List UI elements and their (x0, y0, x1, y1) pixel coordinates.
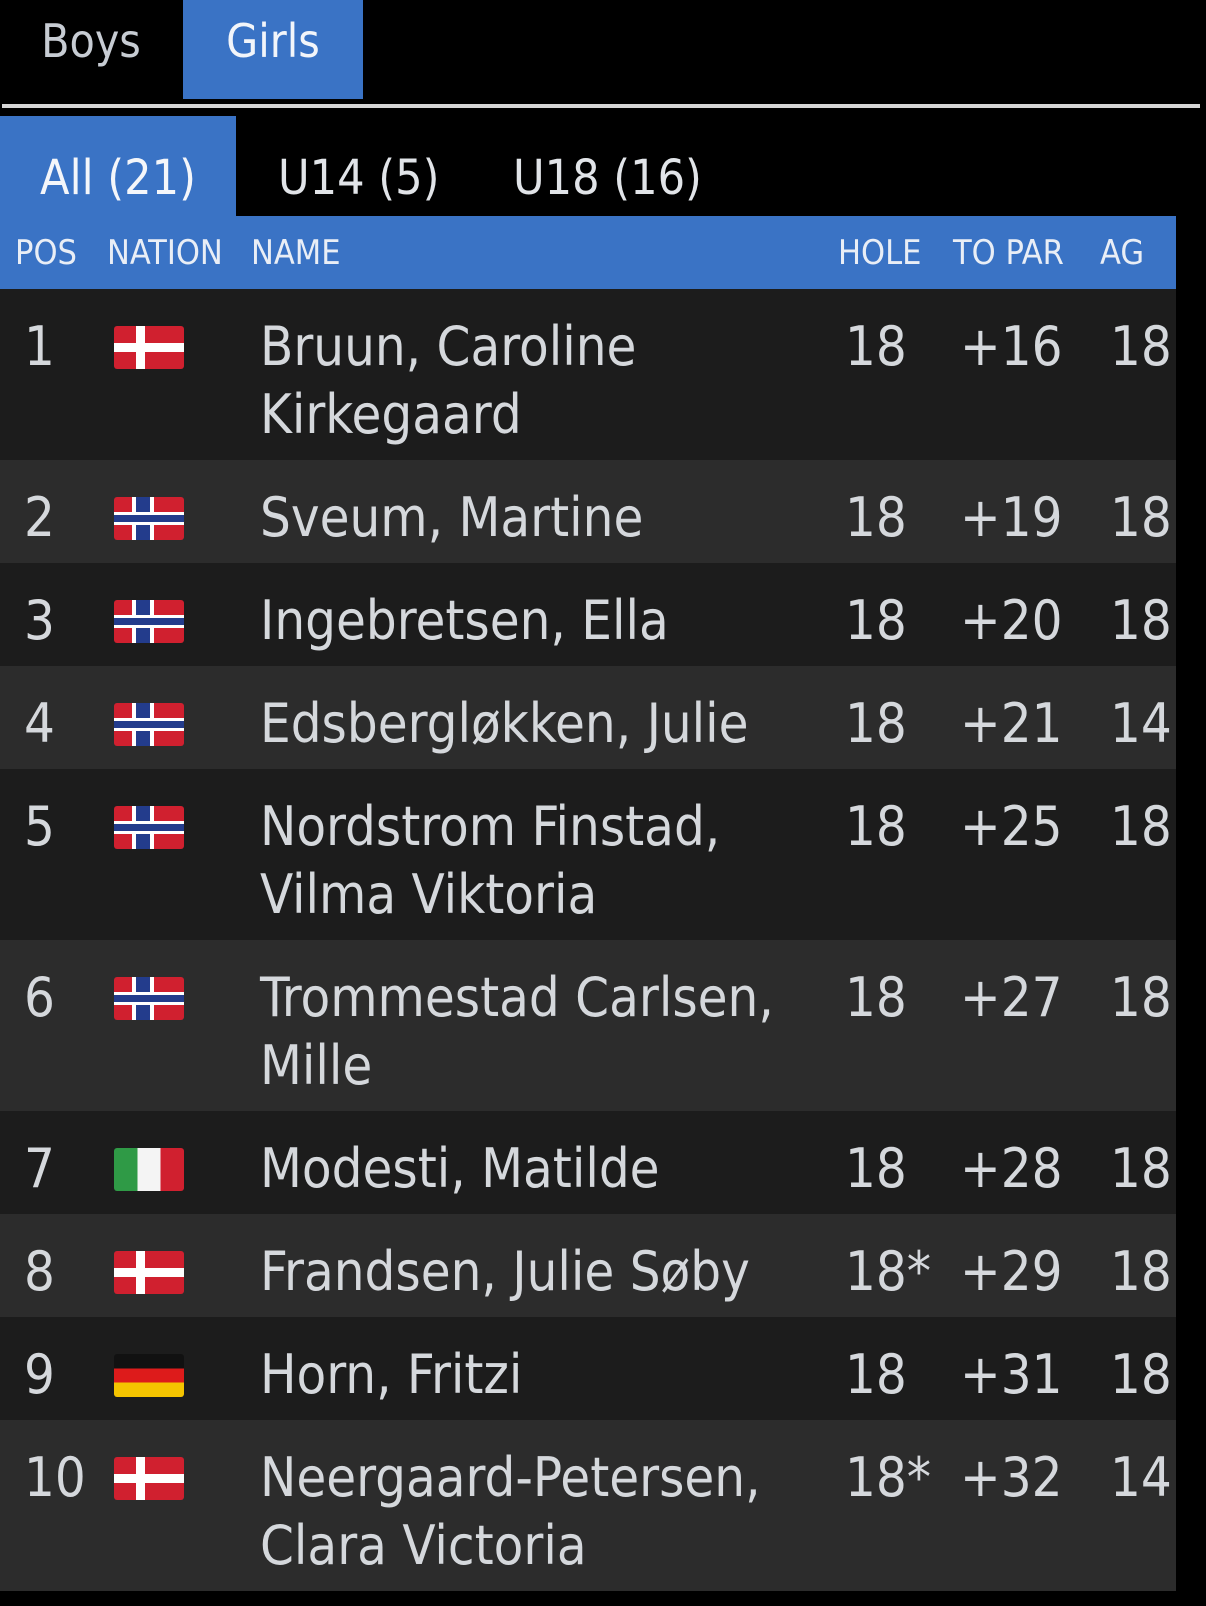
table-row[interactable]: 5 Nordstrom Finstad, Vilma Viktoria 18 +… (0, 769, 1176, 940)
table-row[interactable]: 6 Trommestad Carlsen, Mille 18 +27 18 (0, 940, 1176, 1111)
denmark-flag-icon (114, 326, 184, 369)
age-group: 18 (1110, 315, 1172, 378)
table-header: POS NATION NAME HOLE TO PAR AG (0, 216, 1176, 289)
header-name[interactable]: NAME (251, 233, 341, 273)
player-name: Edsbergløkken, Julie (260, 692, 749, 755)
header-hole[interactable]: HOLE (838, 233, 922, 273)
table-row[interactable]: 10 Neergaard-Petersen, Clara Victoria 18… (0, 1420, 1176, 1591)
to-par: +19 (960, 486, 1063, 549)
position: 3 (24, 589, 55, 652)
age-tabs: All (21) U14 (5) U18 (16) (0, 116, 1176, 216)
italy-flag-icon (114, 1148, 184, 1191)
tab-u14[interactable]: U14 (5) (278, 150, 440, 206)
to-par: +27 (960, 966, 1063, 1029)
tab-girls[interactable]: Girls (183, 0, 363, 99)
table-row[interactable]: 2 Sveum, Martine 18 +19 18 (0, 460, 1176, 563)
age-group: 18 (1110, 589, 1172, 652)
position: 1 (24, 315, 55, 378)
position: 9 (24, 1343, 55, 1406)
header-nation[interactable]: NATION (107, 233, 223, 273)
position: 6 (24, 966, 55, 1029)
header-pos[interactable]: POS (15, 233, 77, 273)
header-ag[interactable]: AG (1100, 233, 1145, 273)
hole: 18 (845, 315, 907, 378)
hole: 18 (845, 1137, 907, 1200)
position: 8 (24, 1240, 55, 1303)
age-group: 18 (1110, 1240, 1172, 1303)
player-name: Sveum, Martine (260, 486, 644, 549)
table-row[interactable]: 1 Bruun, Caroline Kirkegaard 18 +16 18 (0, 289, 1176, 460)
tab-u18[interactable]: U18 (16) (513, 150, 702, 206)
tab-all[interactable]: All (21) (0, 116, 236, 216)
to-par: +25 (960, 795, 1063, 858)
to-par: +20 (960, 589, 1063, 652)
to-par: +28 (960, 1137, 1063, 1200)
to-par: +32 (960, 1446, 1063, 1509)
hole: 18 (845, 486, 907, 549)
gender-tabs: Boys Girls (0, 0, 1200, 100)
player-name: Ingebretsen, Ella (260, 589, 669, 652)
age-group: 18 (1110, 1343, 1172, 1406)
norway-flag-icon (114, 703, 184, 746)
age-group: 14 (1110, 1446, 1172, 1509)
hole: 18 (845, 966, 907, 1029)
player-name: Frandsen, Julie Søby (260, 1240, 750, 1303)
to-par: +29 (960, 1240, 1063, 1303)
position: 4 (24, 692, 55, 755)
table-row[interactable]: 7 Modesti, Matilde 18 +28 18 (0, 1111, 1176, 1214)
table-row[interactable]: 4 Edsbergløkken, Julie 18 +21 14 (0, 666, 1176, 769)
table-row[interactable]: 9 Horn, Fritzi 18 +31 18 (0, 1317, 1176, 1420)
position: 5 (24, 795, 55, 858)
hole: 18 (845, 1343, 907, 1406)
age-group: 18 (1110, 486, 1172, 549)
tab-boys[interactable]: Boys (41, 14, 141, 68)
divider (2, 104, 1200, 108)
player-name: Modesti, Matilde (260, 1137, 660, 1200)
to-par: +21 (960, 692, 1063, 755)
germany-flag-icon (114, 1354, 184, 1397)
denmark-flag-icon (114, 1457, 184, 1500)
player-name: Nordstrom Finstad, Vilma Viktoria (260, 795, 721, 926)
hole: 18 (845, 589, 907, 652)
norway-flag-icon (114, 977, 184, 1020)
player-name: Neergaard-Petersen, Clara Victoria (260, 1446, 761, 1577)
position: 2 (24, 486, 55, 549)
age-group: 18 (1110, 966, 1172, 1029)
age-group: 18 (1110, 1137, 1172, 1200)
player-name: Horn, Fritzi (260, 1343, 523, 1406)
age-group: 18 (1110, 795, 1172, 858)
header-to-par[interactable]: TO PAR (953, 233, 1064, 273)
norway-flag-icon (114, 806, 184, 849)
player-name: Bruun, Caroline Kirkegaard (260, 315, 637, 446)
norway-flag-icon (114, 497, 184, 540)
hole: 18* (845, 1446, 932, 1509)
denmark-flag-icon (114, 1251, 184, 1294)
hole: 18* (845, 1240, 932, 1303)
table-row[interactable]: 8 Frandsen, Julie Søby 18* +29 18 (0, 1214, 1176, 1317)
leaderboard-table: 1 Bruun, Caroline Kirkegaard 18 +16 18 2… (0, 289, 1176, 1591)
hole: 18 (845, 692, 907, 755)
table-row[interactable]: 3 Ingebretsen, Ella 18 +20 18 (0, 563, 1176, 666)
norway-flag-icon (114, 600, 184, 643)
position: 10 (24, 1446, 86, 1509)
player-name: Trommestad Carlsen, Mille (260, 966, 774, 1097)
to-par: +31 (960, 1343, 1063, 1406)
age-group: 14 (1110, 692, 1172, 755)
position: 7 (24, 1137, 55, 1200)
hole: 18 (845, 795, 907, 858)
to-par: +16 (960, 315, 1063, 378)
